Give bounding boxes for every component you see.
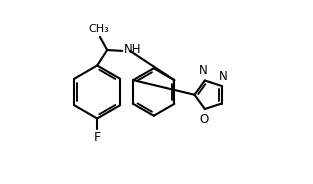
Text: N: N bbox=[199, 64, 208, 77]
Text: CH₃: CH₃ bbox=[89, 24, 109, 33]
Text: F: F bbox=[94, 131, 101, 144]
Text: O: O bbox=[199, 113, 208, 126]
Text: N: N bbox=[219, 70, 228, 83]
Text: NH: NH bbox=[124, 43, 141, 56]
